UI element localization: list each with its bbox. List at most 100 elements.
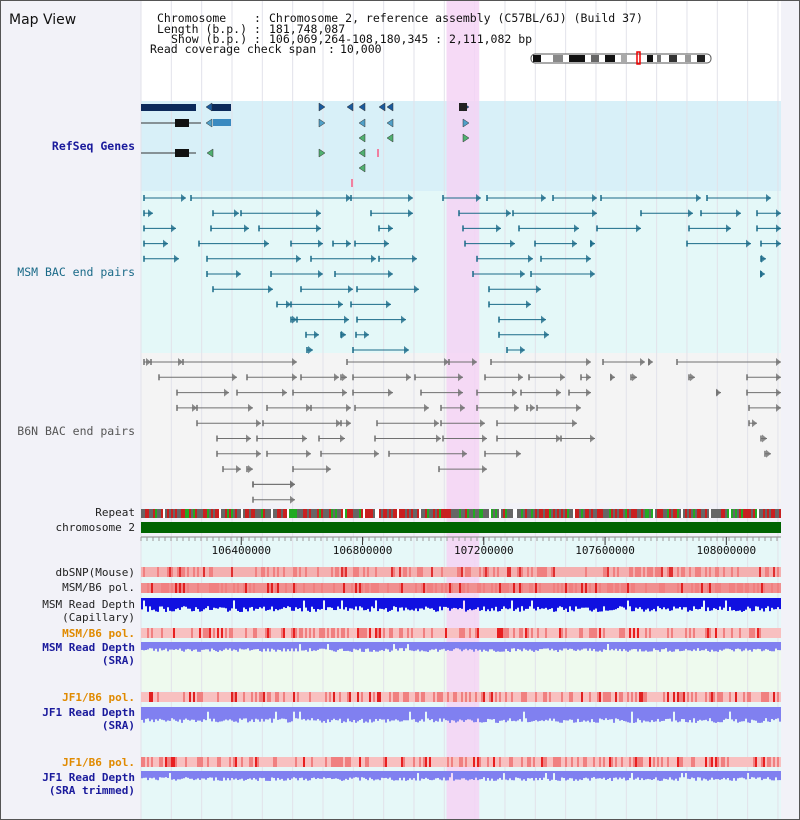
msm-depth-capillary-bar [543, 598, 545, 609]
dbsnp-heat [585, 567, 587, 577]
dbsnp-heat [209, 567, 211, 577]
jf1-b6-pol-trim-heat [713, 757, 715, 767]
msm-depth-sra-bar [171, 642, 173, 650]
msm-b6-pol-heat [207, 583, 209, 593]
jf1-b6-pol-trim-heat [635, 757, 637, 767]
jf1-depth-trim-bar [463, 771, 465, 779]
jf1-b6-pol-heat [757, 692, 759, 702]
jf1-depth-trim-bar [177, 771, 179, 780]
jf1-b6-pol-trim-heat [533, 757, 535, 767]
jf1-depth-trim-bar [425, 771, 427, 778]
msm-depth-capillary-bar [551, 598, 553, 609]
msm-pair-arrow [414, 285, 419, 294]
repeat-segment [301, 509, 303, 518]
jf1-depth-trim-bar [257, 771, 259, 781]
jf1-depth-trim-bar [389, 771, 391, 778]
jf1-depth-bar [319, 707, 321, 721]
jf1-b6-pol-trim-heat [257, 757, 259, 767]
gene-arrow [358, 163, 366, 173]
msm-b6-pol-heat [679, 583, 681, 593]
refseq-gene-track[interactable] [141, 102, 470, 187]
jf1-b6-pol-heat [569, 692, 571, 702]
msm-b6-pol-sra-heat [229, 628, 231, 638]
jf1-b6-pol-trim-heat [395, 757, 397, 767]
jf1-depth-trim-bar [601, 771, 603, 779]
jf1-depth-bar [451, 707, 453, 721]
dbsnp-heat [311, 567, 313, 577]
msm-b6-pol-sra-heat [421, 628, 423, 638]
jf1-b6-pol-trim-heat [313, 757, 315, 767]
msm-b6-pol-sra-heat [315, 628, 317, 638]
b6n-bac-track[interactable] [143, 358, 781, 504]
msm-depth-sra-bar [711, 642, 713, 650]
jf1-b6-pol-heat [311, 692, 313, 702]
msm-depth-capillary-bar [185, 598, 187, 607]
msm-depth-sra-bar [593, 642, 595, 650]
msm-bac-label: MSM BAC end pairs [17, 265, 135, 279]
msm-depth-capillary-bar [297, 598, 299, 609]
msm-b6-pol-sra-heat [327, 628, 329, 638]
repeat-segment [639, 509, 641, 518]
msm-b6-pol-heat [713, 583, 715, 593]
msm-depth-capillary-bar [251, 598, 253, 607]
msm-depth-sra-bar [737, 642, 739, 649]
msm-depth-sra-bar [273, 642, 275, 650]
jf1-b6-pol-heat [515, 692, 517, 702]
jf1-depth-bar [253, 707, 255, 723]
jf1-depth-trim-bar [565, 771, 567, 781]
jf1-depth-bar [243, 707, 245, 719]
jf1-depth-trim-bar [393, 771, 395, 781]
msm-b6-pol-sra-heat [177, 628, 179, 638]
jf1-b6-pol-trim-heat [465, 757, 467, 767]
repeat-segment [541, 509, 543, 518]
msm-b6-pol-sra-heat [353, 628, 355, 638]
msm-b6-pol-sra-heat [705, 628, 707, 638]
jf1-depth-trim-bar [265, 771, 267, 781]
jf1-depth-bar [749, 707, 751, 723]
b6n-pair-arrow [716, 388, 721, 397]
jf1-b6-pol-heat [227, 692, 229, 702]
msm-b6-pol-heat [295, 583, 297, 593]
jf1-b6-pol-heat [453, 692, 455, 702]
jf1-depth-bar [279, 707, 281, 720]
jf1-depth-trim-bar [307, 771, 309, 781]
jf1-depth-bar [595, 707, 597, 723]
msm-depth-sra-bar [735, 642, 737, 649]
jf1-depth-bar [269, 707, 271, 719]
msm-b6-pol-sra-heat [349, 628, 351, 638]
dbsnp-heat [471, 567, 473, 577]
msm-depth-sra-bar [497, 642, 499, 652]
repeat-segment [181, 509, 183, 518]
dbsnp-heat [575, 567, 577, 577]
b6n-pair-arrow [290, 495, 295, 504]
msm-b6-pol-sra-heat [141, 628, 143, 638]
dbsnp-heat [253, 567, 255, 577]
repeat-segment [169, 509, 171, 518]
msm-depth-sra-bar [757, 642, 759, 649]
dbsnp-heat [589, 567, 591, 577]
jf1-depth-bar [445, 707, 447, 721]
msm-b6-pol-heat [573, 583, 575, 593]
msm-pair-arrow [344, 315, 349, 324]
dbsnp-heat [701, 567, 703, 577]
msm-b6-pol-sra-heat [247, 628, 249, 638]
msm-b6-pol-sra-heat [551, 628, 553, 638]
jf1-depth-bar [643, 707, 645, 721]
jf1-b6-pol-trim-heat [407, 757, 409, 767]
jf1-depth-trim-bar [523, 771, 525, 780]
jf1-depth-trim-bar [377, 771, 379, 780]
jf1-b6-pol-heat [197, 692, 199, 702]
jf1-depth-trim-bar [769, 771, 771, 780]
msm-b6-pol-heat [763, 583, 765, 593]
jf1-depth-bar [313, 707, 315, 721]
jf1-depth-trim-bar [453, 771, 455, 781]
msm-b6-pol-heat [409, 583, 411, 593]
chromosome-ideogram[interactable] [530, 51, 712, 65]
repeat-segment [303, 509, 305, 518]
msm-b6-pol-sra-heat [297, 628, 299, 638]
jf1-b6-pol-heat [237, 692, 239, 702]
jf1-b6-pol-heat [547, 692, 549, 702]
jf1-depth-bar [515, 707, 517, 722]
repeat-segment [245, 509, 247, 518]
msm-bac-track[interactable] [143, 194, 781, 354]
